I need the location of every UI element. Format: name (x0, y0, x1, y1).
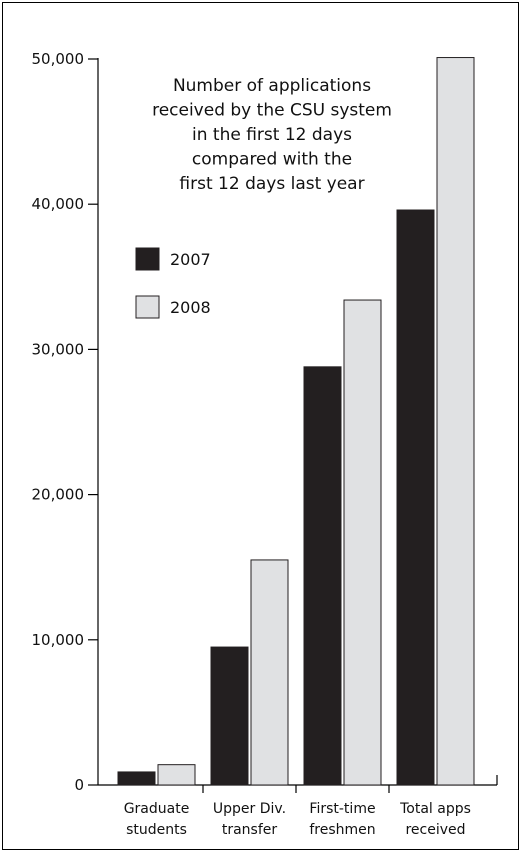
x-axis-labels: Graduate students Upper Div. transfer First-… (124, 801, 471, 838)
legend: 2007 2008 (135, 247, 211, 319)
bar-2007 (210, 646, 249, 786)
legend-label: 2007 (170, 250, 211, 269)
x-category-label: transfer (222, 822, 278, 838)
y-tick-label: 40,000 (32, 195, 85, 213)
bar-2008 (157, 764, 196, 786)
y-tick-label: 50,000 (32, 50, 85, 68)
x-category-label: Total apps (399, 801, 471, 817)
bar-2007 (303, 366, 342, 786)
axes: 0 10,000 20,000 30,000 40,000 50,000 (32, 50, 498, 794)
legend-swatch-2008 (135, 295, 160, 319)
y-tick-label: 0 (74, 776, 84, 794)
x-category-label: Upper Div. (213, 801, 286, 817)
x-category-label: received (405, 822, 465, 838)
x-category-label: First-time (309, 801, 375, 817)
chart-title-line: in the first 12 days (192, 125, 352, 145)
bar-2008 (250, 559, 289, 786)
chart-title-line: received by the CSU system (152, 101, 392, 121)
x-category-label: freshmen (309, 822, 375, 838)
chart-title-line: first 12 days last year (179, 174, 364, 194)
legend-label: 2008 (170, 298, 211, 317)
y-tick-label: 20,000 (32, 486, 85, 504)
y-tick-label: 10,000 (32, 631, 85, 649)
x-category-label: Graduate (124, 801, 190, 817)
bar-2007 (396, 209, 435, 786)
legend-swatch-2007 (135, 247, 160, 271)
bar-2008 (343, 299, 382, 786)
chart-title-line: compared with the (192, 150, 352, 170)
chart-title-line: Number of applications (173, 76, 371, 96)
bar-2007 (117, 771, 156, 786)
bars (117, 57, 475, 786)
chart-title: Number of applications received by the CS… (152, 76, 392, 194)
y-tick-label: 30,000 (32, 340, 85, 358)
x-category-label: students (126, 822, 187, 838)
bar-2008 (436, 57, 475, 786)
